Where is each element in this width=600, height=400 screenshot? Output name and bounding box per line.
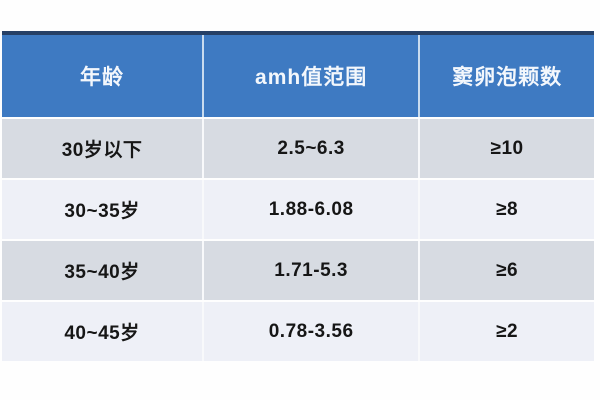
table-row: 40~45岁 0.78-3.56 ≥2 xyxy=(2,302,594,361)
cell-age: 30岁以下 xyxy=(2,119,203,178)
table-row: 30~35岁 1.88-6.08 ≥8 xyxy=(2,180,594,239)
cell-amh-range: 1.88-6.08 xyxy=(202,180,419,239)
cell-follicle-count: ≥10 xyxy=(418,119,594,178)
table-row: 30岁以下 2.5~6.3 ≥10 xyxy=(2,119,594,178)
cell-follicle-count: ≥8 xyxy=(418,180,594,239)
header-cell-amh-range: amh值范围 xyxy=(202,35,418,117)
cell-follicle-count: ≥2 xyxy=(418,302,594,361)
cell-age: 35~40岁 xyxy=(2,241,203,300)
header-cell-age: 年龄 xyxy=(80,66,125,89)
cell-amh-range: 1.71-5.3 xyxy=(202,241,419,300)
cell-amh-range: 0.78-3.56 xyxy=(202,302,419,361)
header-cell-follicle-count: 窦卵泡颗数 xyxy=(418,35,594,117)
cell-age: 40~45岁 xyxy=(2,302,203,361)
table-header-row: 年龄 amh值范围 窦卵泡颗数 xyxy=(2,31,594,117)
cell-amh-range: 2.5~6.3 xyxy=(202,119,419,178)
table-row: 35~40岁 1.71-5.3 ≥6 xyxy=(2,241,594,300)
cell-follicle-count: ≥6 xyxy=(418,241,594,300)
cell-age: 30~35岁 xyxy=(2,180,203,239)
amh-reference-table: 年龄 amh值范围 窦卵泡颗数 30岁以下 2.5~6.3 ≥10 30~35岁… xyxy=(2,31,594,361)
